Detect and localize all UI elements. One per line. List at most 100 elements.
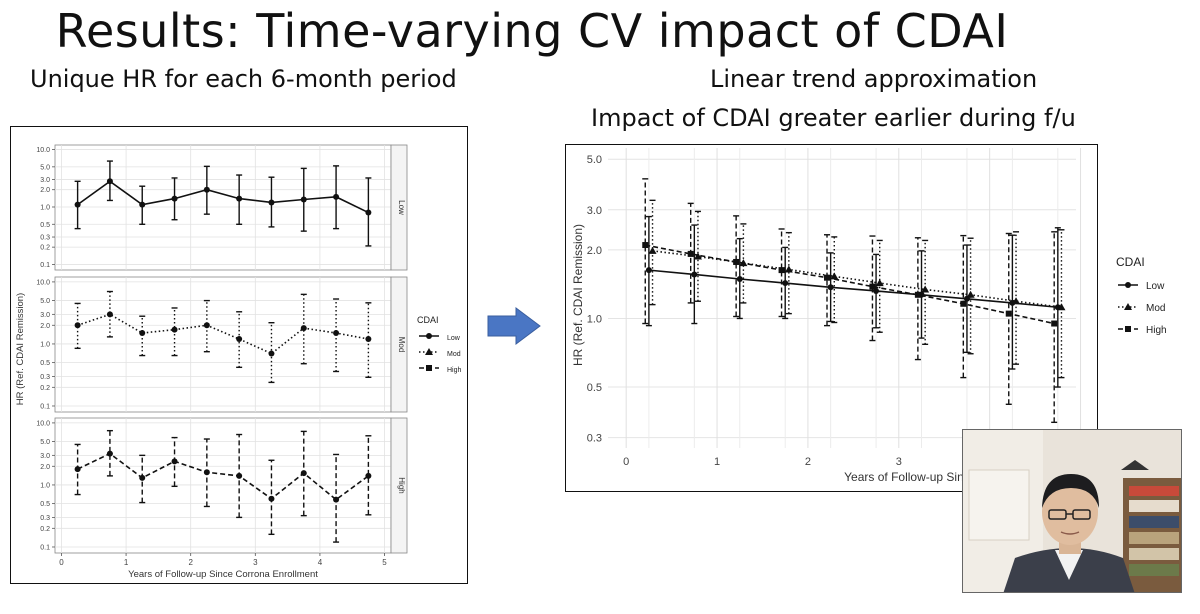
legend-title: CDAI [417, 315, 439, 325]
y-tick-label: 1.0 [40, 341, 50, 348]
slide-title: Results: Time-varying CV impact of CDAI [55, 4, 1009, 58]
x-tick-label: 5 [382, 558, 387, 567]
left-low-point [365, 209, 372, 216]
plot-area [608, 148, 1076, 448]
legend-entry-high: High [447, 367, 462, 374]
left-mod-point [268, 350, 275, 357]
trend-low-point [827, 284, 834, 291]
left-high-point [268, 495, 275, 502]
trend-mod-point [966, 290, 975, 298]
legend-key-marker-high [1125, 326, 1131, 332]
y-tick-label: 3.0 [587, 205, 602, 217]
y-tick-label: 2.0 [40, 464, 50, 471]
facet-strip-label: High [397, 477, 406, 493]
trend-high-point [960, 300, 967, 307]
trend-mod-point [784, 265, 793, 273]
facet-strip [390, 417, 408, 554]
y-tick-label: 5.0 [40, 164, 50, 171]
legend-key-marker-mod [1124, 303, 1132, 310]
trend-mod-point [693, 252, 702, 260]
right-arrow-icon [487, 307, 541, 345]
trend-low-point [691, 271, 698, 278]
trend-mod-point [875, 279, 884, 287]
legend-entry-mod: Mod [1146, 303, 1165, 314]
y-tick-label: 0.5 [587, 382, 602, 394]
left-high-point [300, 470, 307, 477]
trend-mod-point [921, 285, 930, 293]
legend-key-marker-mod [425, 348, 433, 355]
left-subtitle: Unique HR for each 6-month period [30, 65, 457, 93]
y-tick-label: 0.1 [40, 403, 50, 410]
trend-high-point [687, 250, 694, 257]
y-tick-label: 1.0 [40, 204, 50, 211]
left-mod-point [300, 325, 307, 332]
facet-strip [390, 276, 408, 413]
trend-mod-point [648, 246, 657, 254]
x-tick-label: 3 [253, 558, 258, 567]
facet-panel-low [54, 144, 392, 271]
left-high-point [74, 466, 81, 473]
trend-high-point [1051, 320, 1058, 327]
y-axis-label: HR (Ref. CDAI Remission) [15, 293, 26, 405]
left-low-point [268, 199, 275, 206]
y-tick-label: 10.0 [36, 279, 50, 286]
right-chart-legend: CDAI Low Mod High [1116, 255, 1167, 336]
legend-key-marker-low [426, 333, 432, 339]
presenter-video-image [963, 430, 1181, 592]
left-high-point [171, 458, 178, 465]
left-low-point [236, 195, 243, 202]
trend-low-point [782, 280, 789, 287]
left-mod-point [236, 336, 243, 343]
left-low-point [106, 178, 113, 185]
left-high-point [203, 469, 210, 476]
facet-panel-mod [54, 276, 392, 413]
y-tick-label: 0.3 [40, 235, 50, 242]
y-tick-label: 2.0 [40, 187, 50, 194]
y-tick-label: 0.2 [40, 385, 50, 392]
legend-entry-high: High [1146, 325, 1167, 336]
trend-high-line [645, 244, 1055, 325]
legend-entry-low: Low [447, 335, 461, 342]
trend-low-line [648, 269, 1058, 309]
left-high-point [365, 472, 372, 479]
trend-mod-point [1057, 303, 1066, 311]
left-low-line [77, 180, 369, 214]
right-subtitle-2: Impact of CDAI greater earlier during f/… [591, 104, 1076, 132]
left-low-point [74, 201, 81, 208]
trend-high-point [642, 242, 649, 249]
y-tick-label: 0.5 [40, 360, 50, 367]
y-tick-label: 5.0 [40, 439, 50, 446]
left-low-point [139, 201, 146, 208]
y-tick-label: 2.0 [587, 245, 602, 257]
left-low-point [300, 196, 307, 203]
left-mod-point [106, 311, 113, 318]
facet-strip-label: Mod [397, 337, 406, 353]
trend-mod-point [1012, 297, 1021, 305]
x-tick-label: 2 [188, 558, 193, 567]
x-tick-label: 1 [714, 456, 720, 468]
y-tick-label: 0.2 [40, 526, 50, 533]
trend-high-point [733, 258, 740, 265]
x-tick-label: 2 [805, 456, 811, 468]
facet-strip-label: Low [397, 200, 406, 215]
y-tick-label: 0.3 [40, 515, 50, 522]
trend-low-point [736, 275, 743, 282]
left-high-point [106, 450, 113, 457]
y-tick-label: 0.5 [40, 501, 50, 508]
y-axis-label: HR (Ref. CDAI Remission) [571, 224, 585, 366]
y-tick-label: 0.3 [587, 433, 602, 445]
legend-key-marker-high [426, 365, 432, 371]
trend-high-point [824, 274, 831, 281]
x-tick-label: 0 [623, 456, 629, 468]
legend-entry-low: Low [1146, 281, 1165, 292]
left-mod-point [365, 336, 372, 343]
left-low-point [171, 195, 178, 202]
left-high-point [333, 496, 340, 503]
trend-high-point [914, 291, 921, 298]
x-tick-label: 1 [124, 558, 129, 567]
right-subtitle-1: Linear trend approximation [710, 65, 1038, 93]
y-tick-label: 1.0 [40, 482, 50, 489]
left-mod-point [203, 322, 210, 329]
trend-high-point [778, 267, 785, 274]
x-tick-label: 0 [59, 558, 64, 567]
